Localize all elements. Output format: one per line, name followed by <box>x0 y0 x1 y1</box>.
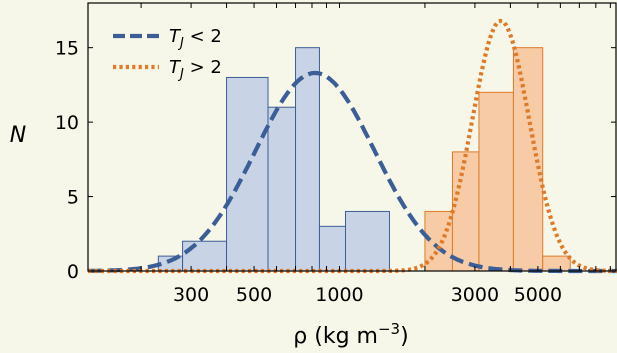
legend-label: TJ < 2 <box>169 26 222 51</box>
histogram-bar <box>542 255 571 272</box>
y-tick-label: 5 <box>67 187 79 209</box>
y-axis-label: N <box>10 123 26 148</box>
histogram-bar <box>182 240 228 272</box>
y-tick-label: 15 <box>55 38 79 60</box>
legend-label: TJ > 2 <box>169 57 222 82</box>
histogram-bar <box>318 225 347 272</box>
x-tick-label: 300 <box>173 284 209 306</box>
histogram-bar <box>226 76 269 272</box>
y-tick-label: 10 <box>55 112 79 134</box>
legend: TJ < 2 TJ > 2 <box>113 26 222 82</box>
y-tick-label: 0 <box>67 261 79 283</box>
x-tick-label: 5000 <box>514 284 562 306</box>
histogram-bar <box>424 210 453 272</box>
histogram-bar <box>478 91 514 272</box>
histogram-bar <box>267 106 297 272</box>
x-tick-label: 500 <box>236 284 272 306</box>
histogram-bar <box>451 151 480 272</box>
axes-frame <box>87 2 617 272</box>
axes: 0 5 10 15 300 500 1000 3000 5000 <box>55 2 617 306</box>
x-axis-label: ρ (kg m−3) <box>293 320 408 349</box>
x-tick-label: 1000 <box>315 284 363 306</box>
x-tick-label: 3000 <box>451 284 499 306</box>
histogram-bar <box>345 210 390 272</box>
plot-area <box>87 18 617 274</box>
